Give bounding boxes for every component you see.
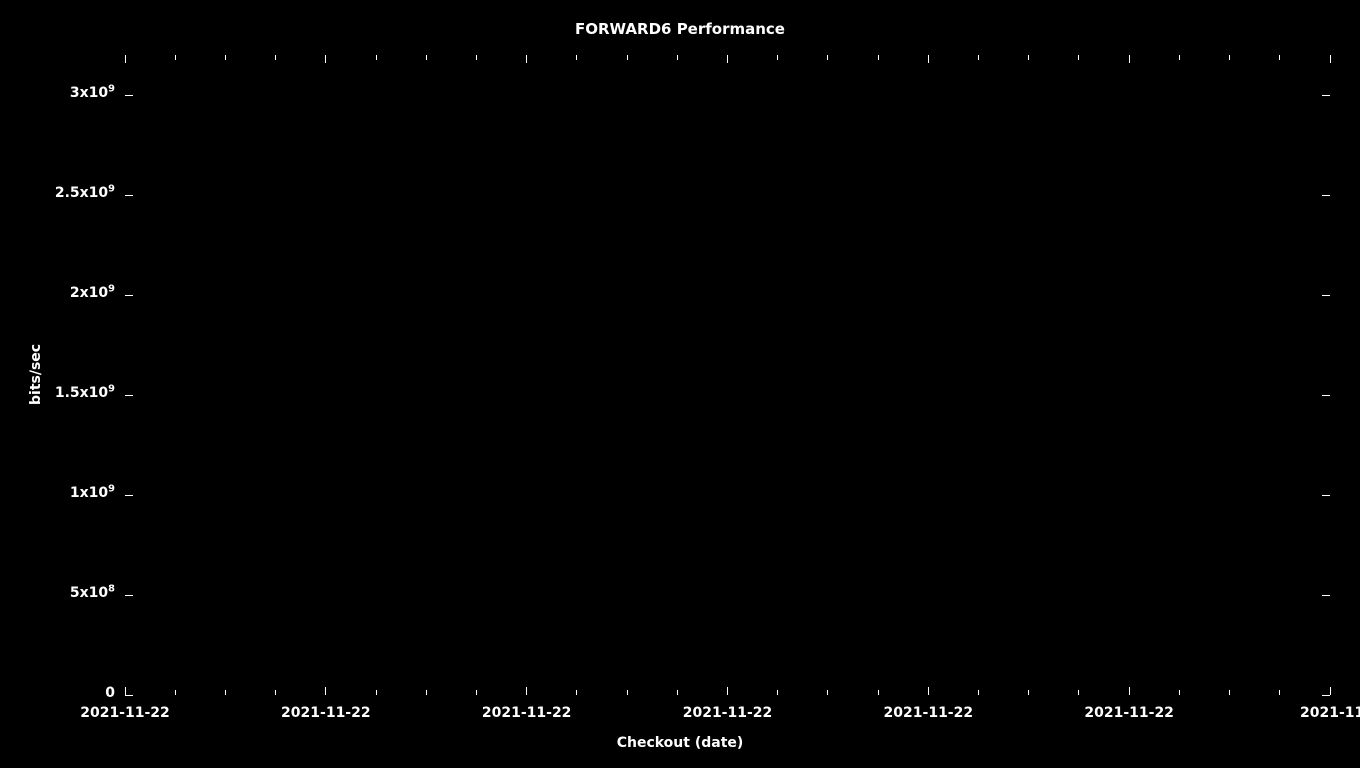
y-tick-right <box>1322 295 1330 296</box>
x-minor-tick-top <box>627 55 628 60</box>
x-tick-top <box>928 55 929 63</box>
x-minor-tick-top <box>777 55 778 60</box>
x-minor-tick-top <box>878 55 879 60</box>
chart-container: FORWARD6 Performance bits/sec Checkout (… <box>0 0 1360 768</box>
y-tick <box>125 495 133 496</box>
x-tick-label: 2021-11-22 <box>276 705 376 721</box>
x-tick <box>1330 687 1331 695</box>
x-tick <box>125 687 126 695</box>
y-tick-label: 1x109 <box>70 485 115 501</box>
x-tick <box>325 687 326 695</box>
x-tick-label: 2021-11-2 <box>1300 705 1360 721</box>
x-tick-top <box>526 55 527 63</box>
x-tick <box>526 687 527 695</box>
x-minor-tick-top <box>476 55 477 60</box>
x-minor-tick <box>476 690 477 695</box>
x-minor-tick-top <box>426 55 427 60</box>
x-minor-tick <box>878 690 879 695</box>
x-minor-tick-top <box>677 55 678 60</box>
x-tick-label: 2021-11-22 <box>75 705 175 721</box>
x-tick-top <box>325 55 326 63</box>
y-tick-label: 2.5x109 <box>55 185 115 201</box>
y-tick-right <box>1322 95 1330 96</box>
x-minor-tick <box>376 690 377 695</box>
x-tick-top <box>1129 55 1130 63</box>
y-tick <box>125 95 133 96</box>
y-tick-right <box>1322 195 1330 196</box>
y-tick-label: 2x109 <box>70 285 115 301</box>
x-minor-tick-top <box>1028 55 1029 60</box>
y-tick <box>125 595 133 596</box>
x-tick-top <box>125 55 126 63</box>
x-minor-tick <box>1078 690 1079 695</box>
x-tick-label: 2021-11-22 <box>678 705 778 721</box>
y-tick <box>125 395 133 396</box>
x-tick-label: 2021-11-22 <box>878 705 978 721</box>
x-minor-tick-top <box>978 55 979 60</box>
x-tick-top <box>1330 55 1331 63</box>
plot-area <box>125 55 1330 695</box>
x-tick-label: 2021-11-22 <box>1079 705 1179 721</box>
x-tick <box>727 687 728 695</box>
x-tick-top <box>727 55 728 63</box>
y-tick-label: 5x108 <box>70 585 115 601</box>
x-minor-tick <box>1179 690 1180 695</box>
x-minor-tick-top <box>1229 55 1230 60</box>
y-tick-right <box>1322 595 1330 596</box>
chart-title: FORWARD6 Performance <box>0 20 1360 38</box>
x-minor-tick-top <box>827 55 828 60</box>
x-minor-tick <box>677 690 678 695</box>
x-minor-tick <box>1279 690 1280 695</box>
x-minor-tick <box>1028 690 1029 695</box>
y-tick <box>125 195 133 196</box>
x-axis-label: Checkout (date) <box>0 735 1360 751</box>
x-minor-tick-top <box>275 55 276 60</box>
x-tick-label: 2021-11-22 <box>477 705 577 721</box>
y-tick-label: 0 <box>105 685 115 701</box>
x-minor-tick <box>576 690 577 695</box>
x-minor-tick-top <box>1078 55 1079 60</box>
x-minor-tick <box>978 690 979 695</box>
x-minor-tick <box>1229 690 1230 695</box>
x-minor-tick-top <box>175 55 176 60</box>
x-minor-tick-top <box>225 55 226 60</box>
x-tick <box>1129 687 1130 695</box>
x-minor-tick-top <box>1179 55 1180 60</box>
x-minor-tick <box>627 690 628 695</box>
x-minor-tick <box>225 690 226 695</box>
x-minor-tick <box>275 690 276 695</box>
x-minor-tick-top <box>376 55 377 60</box>
x-minor-tick <box>175 690 176 695</box>
y-tick-label: 3x109 <box>70 85 115 101</box>
y-tick-right <box>1322 495 1330 496</box>
y-tick <box>125 295 133 296</box>
y-tick-right <box>1322 395 1330 396</box>
x-minor-tick <box>777 690 778 695</box>
x-minor-tick <box>426 690 427 695</box>
x-minor-tick-top <box>1279 55 1280 60</box>
y-tick <box>125 695 133 696</box>
y-tick-label: 1.5x109 <box>55 385 115 401</box>
y-axis-label: bits/sec <box>28 344 44 405</box>
x-minor-tick <box>827 690 828 695</box>
x-minor-tick-top <box>576 55 577 60</box>
x-tick <box>928 687 929 695</box>
